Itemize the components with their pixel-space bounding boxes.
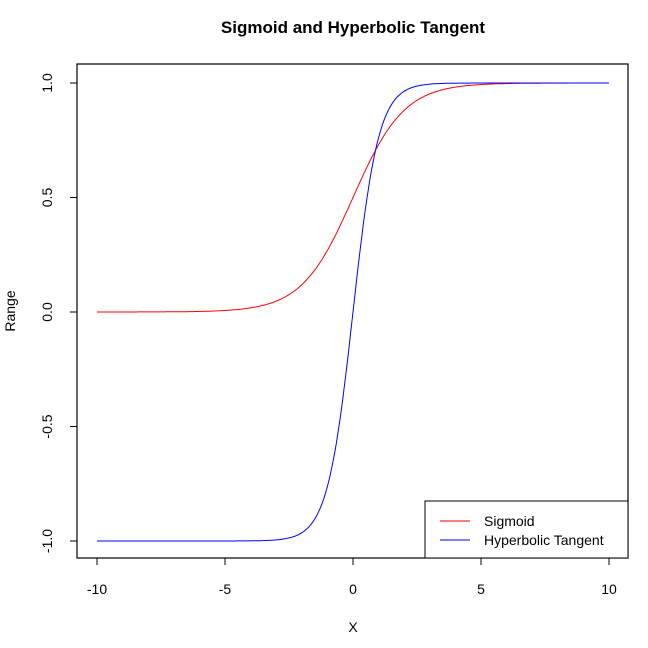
svg-text:-5: -5 xyxy=(219,581,232,597)
plot-box xyxy=(76,63,629,559)
legend-label-tanh: Hyperbolic Tangent xyxy=(484,532,604,548)
tanh-line xyxy=(97,82,609,542)
x-axis: -10 -5 0 5 10 xyxy=(87,558,617,597)
svg-text:1.0: 1.0 xyxy=(39,73,55,93)
svg-text:5: 5 xyxy=(477,581,485,597)
chart-title: Sigmoid and Hyperbolic Tangent xyxy=(221,18,485,37)
svg-text:-0.5: -0.5 xyxy=(39,414,55,438)
legend: Sigmoid Hyperbolic Tangent xyxy=(424,500,629,559)
svg-text:0.0: 0.0 xyxy=(39,302,55,322)
svg-text:0: 0 xyxy=(349,581,357,597)
sigmoid-line xyxy=(97,82,609,313)
y-axis-label: Range xyxy=(2,290,18,331)
legend-label-sigmoid: Sigmoid xyxy=(484,513,535,529)
svg-text:0.5: 0.5 xyxy=(39,188,55,208)
svg-text:-1.0: -1.0 xyxy=(39,529,55,553)
svg-text:-10: -10 xyxy=(87,581,107,597)
y-axis: -1.0 -0.5 0.0 0.5 1.0 xyxy=(39,73,77,553)
x-axis-label: X xyxy=(348,619,358,635)
svg-text:10: 10 xyxy=(601,581,617,597)
